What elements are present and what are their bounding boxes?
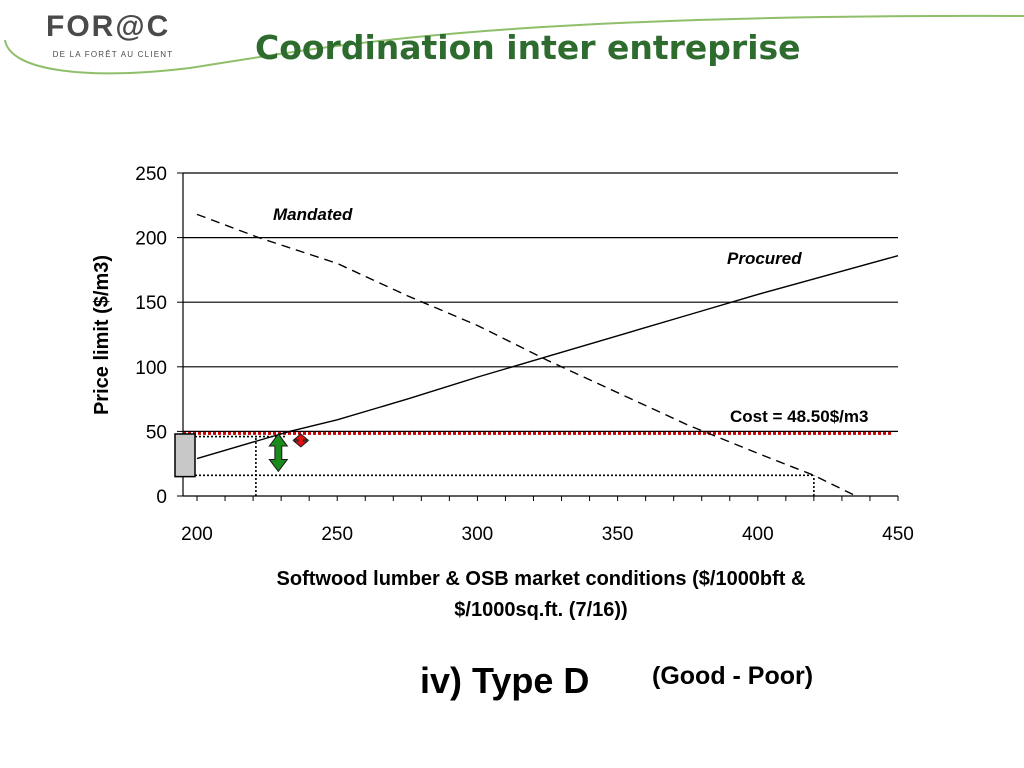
y-tick-label: 250: [135, 164, 167, 185]
chart-text: Mandated Procured Cost = 48.50$/m3 Softw…: [91, 205, 868, 621]
series-line-procured: [196, 255, 899, 460]
logo: FOR@C: [46, 10, 171, 43]
logo-swoosh: [4, 14, 1024, 75]
logo-area: FOR@C DE LA FORÊT AU CLIENT: [0, 0, 1024, 80]
chart-reference-lines: [183, 431, 893, 496]
y-tick-label: 0: [156, 487, 167, 508]
cost-label: Cost = 48.50$/m3: [730, 407, 868, 426]
x-tick-label: 450: [882, 524, 914, 545]
chart: 0 50 100 150 200 250 200 250 300 350 400 450 Mandat…: [91, 164, 914, 621]
x-tick-label: 350: [602, 524, 634, 545]
y-tick-label: 200: [135, 229, 167, 250]
y-axis-title: Price limit ($/m3): [91, 255, 113, 415]
x-tick-label: 200: [181, 524, 213, 545]
range-box: [174, 433, 196, 478]
chart-axes: 0 50 100 150 200 250 200 250 300 350 400 450: [135, 164, 914, 545]
y-tick-label: 150: [135, 293, 167, 314]
swoosh-curve: [4, 14, 1024, 75]
x-tick-label: 250: [321, 524, 353, 545]
green-double-arrow: [268, 433, 289, 473]
chart-caption: iv) Type D: [420, 660, 590, 701]
series-label-procured: Procured: [727, 249, 802, 268]
logo-tagline: DE LA FORÊT AU CLIENT: [52, 50, 174, 59]
x-tick-label: 400: [742, 524, 774, 545]
x-tick-label: 300: [462, 524, 494, 545]
x-axis-title-line1: Softwood lumber & OSB market conditions …: [277, 568, 806, 590]
x-axis-title-line2: $/1000sq.ft. (7/16)): [454, 599, 627, 621]
page-title: Coordination inter entreprise: [255, 28, 801, 67]
series-line-mandated: [196, 213, 857, 497]
chart-caption-qualifier: (Good - Poor): [652, 662, 814, 690]
red-double-arrow: [292, 433, 310, 448]
y-tick-label: 100: [135, 358, 167, 379]
y-tick-label: 50: [146, 422, 167, 443]
chart-gridlines: [183, 172, 898, 432]
chart-series: [196, 213, 899, 497]
chart-annotations: [174, 433, 310, 478]
series-label-mandated: Mandated: [273, 205, 353, 224]
